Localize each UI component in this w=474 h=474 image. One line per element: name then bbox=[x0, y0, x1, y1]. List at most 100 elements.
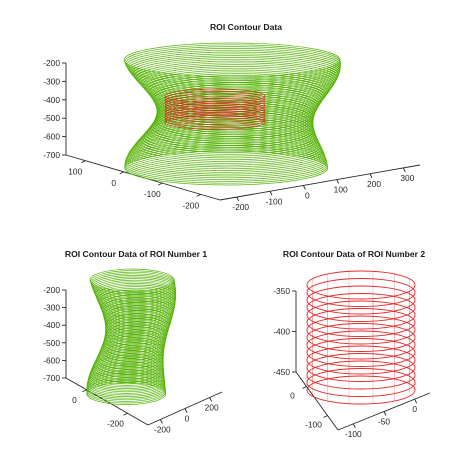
x-tick-mark bbox=[369, 173, 373, 178]
y-tick-mark bbox=[196, 193, 201, 197]
z-tick-label: -400 bbox=[43, 320, 60, 330]
contour-ring bbox=[137, 62, 337, 98]
x-tick-mark bbox=[302, 185, 306, 190]
contour-ring bbox=[164, 107, 266, 123]
chart-panel-2: ROI Contour Data of ROI Number 1 -700 -600… bbox=[43, 249, 223, 435]
y-tick-mark bbox=[119, 171, 124, 175]
contour-ring bbox=[145, 71, 331, 107]
chart-title: ROI Contour Data bbox=[210, 22, 282, 32]
y-tick-label: -100 bbox=[305, 420, 322, 430]
contour-ring bbox=[100, 339, 165, 362]
contour-ring bbox=[306, 375, 416, 405]
contour-ring bbox=[306, 323, 416, 352]
z-tick-label: -600 bbox=[43, 132, 60, 142]
x-tick-mark bbox=[209, 397, 213, 402]
x-tick-mark bbox=[402, 167, 406, 173]
x-tick-label: 100 bbox=[334, 185, 348, 195]
x-tick-mark bbox=[352, 423, 356, 429]
contour-ring bbox=[143, 69, 332, 105]
x-tick-label: 0 bbox=[412, 404, 417, 414]
contour-ring bbox=[103, 331, 166, 354]
x-tick-mark bbox=[184, 408, 188, 413]
contour-ring bbox=[86, 382, 167, 405]
y-tick-label: -200 bbox=[107, 418, 124, 428]
chart-panel-3: ROI Contour Data of ROI Number 2 -450 -400… bbox=[273, 249, 431, 439]
contour-ring bbox=[98, 342, 164, 365]
y-tick-label: -200 bbox=[182, 200, 199, 210]
x-tick-label: -200 bbox=[154, 425, 171, 435]
contour-ring bbox=[306, 330, 416, 360]
z-tick-label: -400 bbox=[273, 327, 290, 337]
z-tick-label: -400 bbox=[43, 95, 60, 105]
chart-title: ROI Contour Data of ROI Number 2 bbox=[283, 249, 426, 259]
contour-ring bbox=[102, 300, 174, 324]
y-tick-mark bbox=[323, 415, 328, 418]
contour-ring bbox=[138, 64, 336, 99]
z-tick-label: -500 bbox=[43, 338, 60, 348]
contour-ring bbox=[140, 66, 335, 101]
z-tick-label: -300 bbox=[43, 76, 60, 86]
contour-ring bbox=[150, 78, 326, 114]
contour-ring bbox=[101, 337, 165, 361]
y-tick-label: 0 bbox=[72, 395, 77, 405]
contour-ring bbox=[101, 299, 175, 322]
chart-panel-1: ROI Contour Data -700 -600 -500 -400 -300 -200… bbox=[43, 22, 421, 212]
y-tick-label: -100 bbox=[144, 189, 161, 199]
contour-ring bbox=[164, 105, 266, 121]
contour-ring bbox=[101, 297, 175, 321]
contour-series-1 bbox=[86, 268, 177, 405]
x-tick-label: -100 bbox=[266, 196, 283, 206]
z-tick-label: -200 bbox=[43, 58, 60, 68]
x-tick-label: 200 bbox=[367, 179, 381, 189]
x-tick-label: -50 bbox=[378, 417, 390, 427]
contour-ring bbox=[99, 340, 164, 364]
y-tick-label: 0 bbox=[290, 391, 295, 401]
z-tick-label: -600 bbox=[43, 355, 60, 365]
z-tick-label: -450 bbox=[273, 367, 290, 377]
x-tick-mark bbox=[269, 191, 273, 196]
y-tick-mark bbox=[81, 160, 86, 164]
contour-series-2 bbox=[164, 88, 266, 130]
contour-ring bbox=[102, 332, 166, 356]
z-tick-label: -500 bbox=[43, 113, 60, 123]
contour-ring bbox=[306, 300, 416, 330]
z-tick-label: -300 bbox=[43, 303, 60, 313]
y-tick-label: 100 bbox=[68, 167, 82, 177]
x-axis-line bbox=[219, 164, 421, 201]
y-tick-mark bbox=[82, 389, 87, 393]
contour-ring bbox=[156, 93, 317, 128]
contour-ring bbox=[306, 345, 416, 375]
contour-ring bbox=[164, 115, 266, 130]
x-tick-label: 200 bbox=[205, 403, 219, 413]
x-tick-mark bbox=[414, 398, 418, 404]
contour-ring bbox=[306, 353, 416, 382]
contour-ring bbox=[102, 302, 174, 325]
contour-ring bbox=[103, 305, 173, 329]
contour-ring bbox=[103, 329, 166, 353]
contour-ring bbox=[306, 285, 416, 315]
y-axis-line bbox=[295, 371, 339, 431]
contour-ring bbox=[124, 150, 329, 186]
contour-series-1 bbox=[123, 42, 341, 186]
y-tick-mark bbox=[158, 182, 163, 186]
y-tick-mark bbox=[302, 386, 307, 389]
z-tick-label: -700 bbox=[43, 150, 60, 160]
x-tick-mark bbox=[383, 411, 387, 416]
contour-ring bbox=[306, 368, 416, 397]
x-tick-label: 0 bbox=[305, 190, 310, 200]
contour-ring bbox=[306, 278, 416, 307]
contour-ring bbox=[306, 293, 416, 322]
z-tick-label: -350 bbox=[273, 286, 290, 296]
contour-ring bbox=[101, 335, 165, 359]
y-tick-mark bbox=[123, 412, 128, 416]
chart-title: ROI Contour Data of ROI Number 1 bbox=[65, 249, 208, 259]
y-tick-label: 0 bbox=[111, 178, 116, 188]
contour-ring bbox=[102, 334, 165, 357]
contour-ring bbox=[306, 270, 416, 300]
z-tick-label: -700 bbox=[43, 373, 60, 383]
contour-ring bbox=[306, 338, 416, 367]
x-tick-mark bbox=[159, 419, 163, 424]
contour-series-1 bbox=[306, 270, 416, 405]
contour-ring bbox=[306, 308, 416, 337]
